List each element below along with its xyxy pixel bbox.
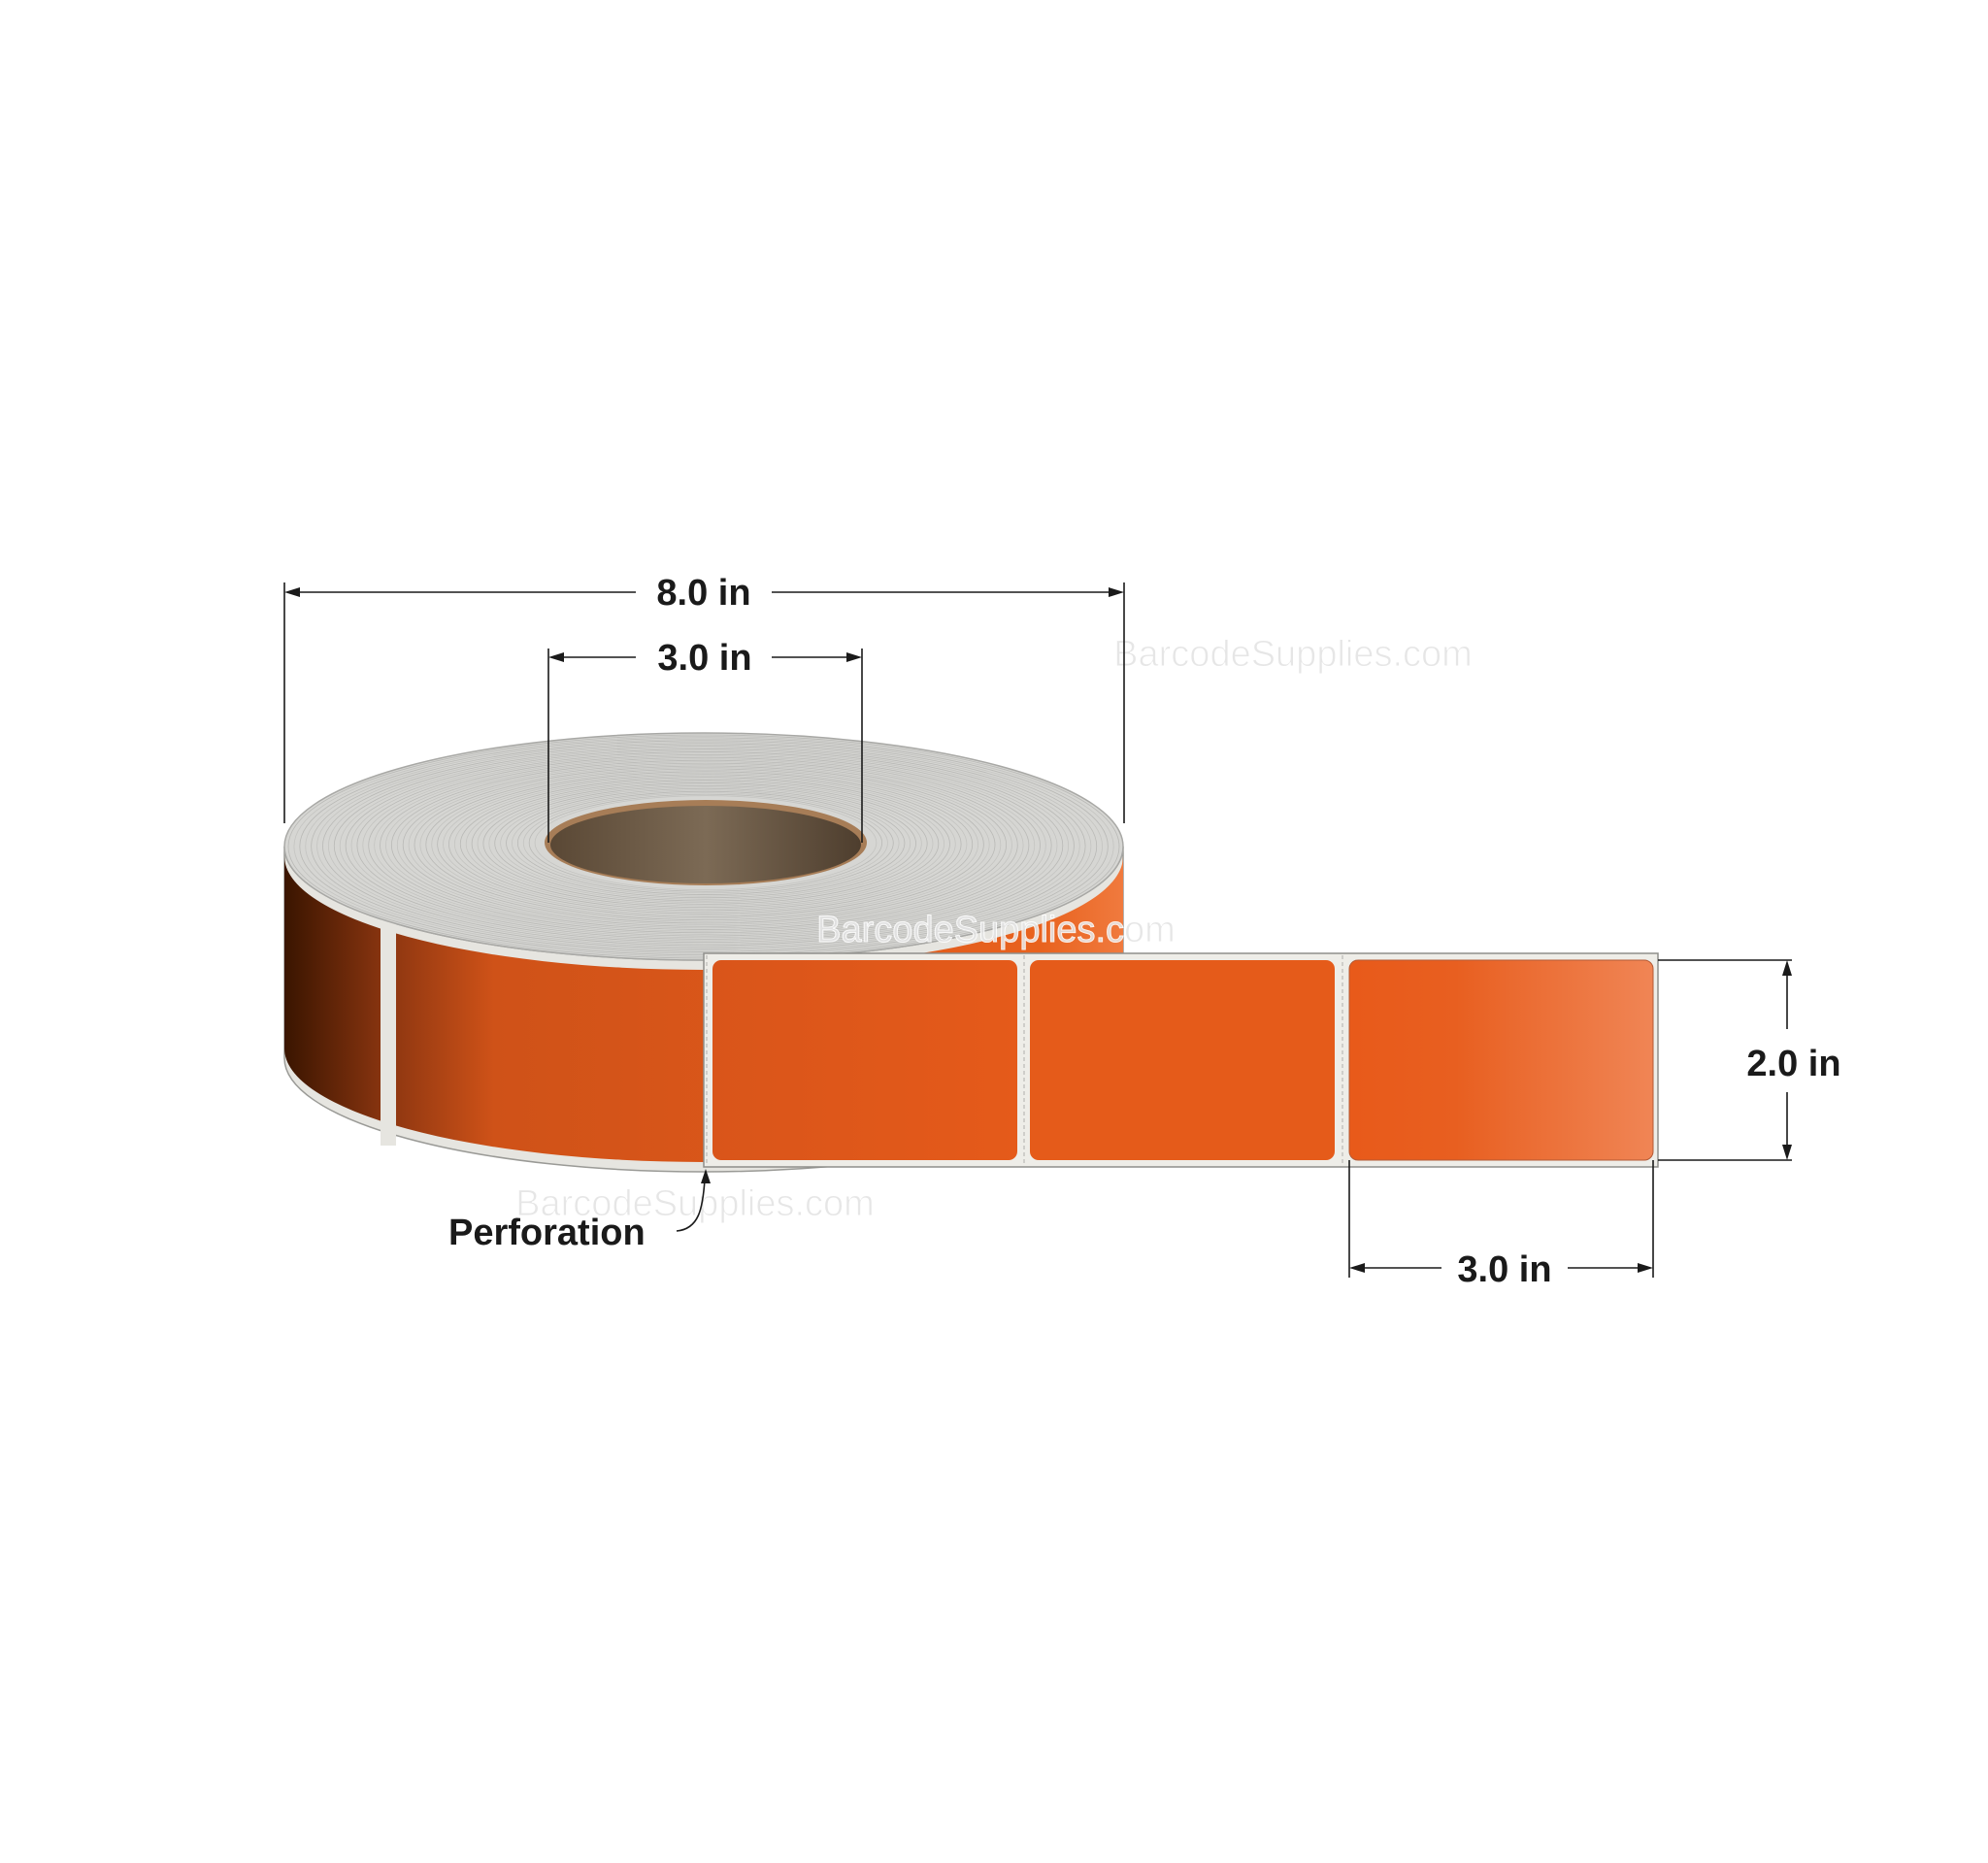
roll-ring [488,783,922,904]
label-width-dimension: 3.0 in [1348,1160,1654,1290]
roll-rings [287,734,1120,959]
roll-ring [494,784,916,902]
roll-ring [322,743,1086,949]
perforation-label: Perforation [448,1213,646,1253]
roll-ring [477,781,934,907]
roll-ring [448,774,962,915]
watermark: BarcodeSupplies.com [816,910,1176,950]
roll-ring [362,752,1046,939]
roll-ring [482,782,928,905]
roll-ring [534,795,878,891]
roll-ring [368,753,1041,937]
perforation-callout: Perforation [448,1169,711,1253]
roll-top [283,732,1124,961]
roll-ring [396,761,1012,929]
roll-ring [528,793,883,892]
roll-ring [512,789,900,897]
core-diameter-dimension: 3.0 in [547,638,863,843]
roll-ring [316,741,1092,951]
roll-ring [311,740,1098,952]
roll-ring [500,786,911,900]
roll-ring [522,792,888,894]
roll-ring [345,749,1064,944]
roll-ring [414,765,996,924]
label-width-label: 3.0 in [1457,1249,1551,1290]
label-height-label: 2.0 in [1746,1044,1840,1084]
core-diameter-label: 3.0 in [657,638,751,679]
label [1030,960,1335,1160]
label [1348,959,1654,1161]
watermark: BarcodeSupplies.com [1113,634,1473,675]
watermark: BarcodeSupplies.com [515,1183,875,1224]
roll-ring [385,758,1024,932]
roll-ring [506,787,906,899]
roll-ring [402,762,1008,927]
roll-ring [437,771,974,917]
roll-ring [471,780,940,909]
label-height-dimension: 2.0 in [1658,959,1841,1161]
roll-ring [459,777,950,912]
roll-ring [431,769,978,919]
label [712,960,1017,1160]
roll-ring [453,775,956,913]
roll-ring [339,747,1070,945]
outer-diameter-dimension: 8.0 in [283,573,1125,823]
roll-ring [390,759,1018,930]
roll-ring [350,749,1058,942]
outer-diameter-label: 8.0 in [656,573,750,614]
roll-ring [408,764,1002,926]
roll-ring [374,755,1036,935]
roll-ring [443,772,968,916]
roll-ring [327,744,1080,948]
roll-ring [356,751,1052,940]
roll-ring [333,746,1075,947]
roll-ring [425,768,984,921]
label-strip [703,952,1659,1168]
roll-ring [516,790,894,895]
roll-side-gap [381,854,396,1146]
roll-ring [419,767,990,922]
roll-ring [380,756,1030,934]
roll-ring [465,778,945,910]
